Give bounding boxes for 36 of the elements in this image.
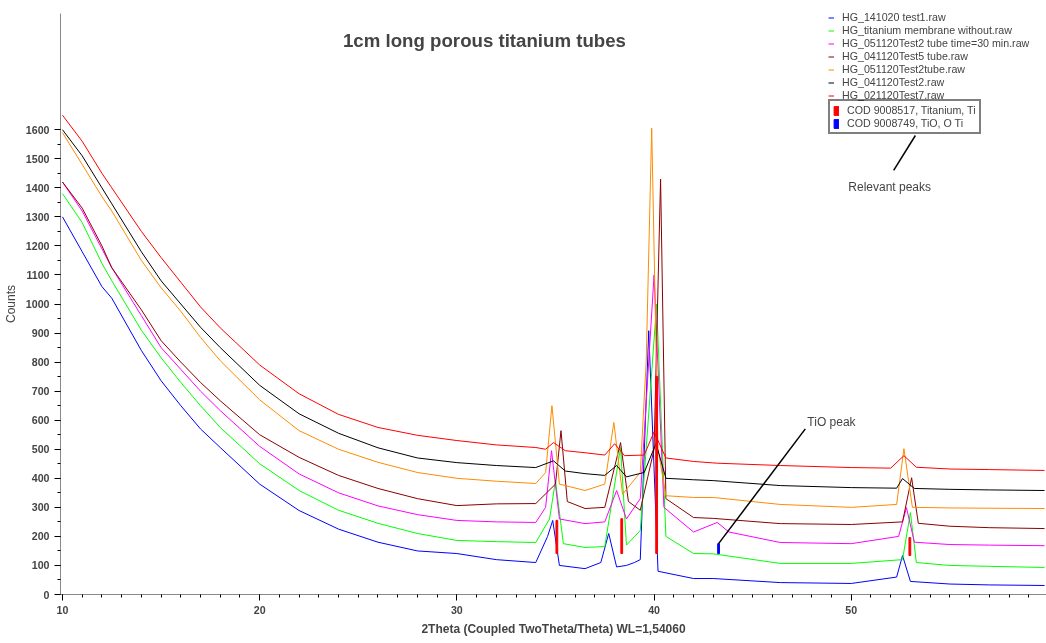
- y-tick-label: 1600: [25, 123, 50, 136]
- legend-label: HG_041120Test5 tube.raw: [842, 50, 968, 62]
- x-tick-label: 40: [648, 603, 661, 616]
- legend-label: HG_141020 test1.raw: [842, 12, 946, 23]
- legend-label: HG_051120Test2tube.raw: [842, 63, 966, 75]
- annotation: Relevant peaks: [848, 179, 932, 194]
- y-tick-label: 600: [31, 414, 50, 427]
- x-tick-label: 30: [450, 603, 463, 616]
- y-tick-label: 700: [31, 385, 50, 398]
- x-tick-label: 10: [56, 603, 69, 616]
- x-tick-label: 20: [253, 603, 266, 616]
- x-axis-title: 2Theta (Coupled TwoTheta/Theta) WL=1,54060: [421, 621, 686, 636]
- y-tick-label: 1100: [26, 268, 50, 281]
- legend-label: HG_titanium membrane without.raw: [842, 24, 1012, 36]
- y-tick-label: 1300: [25, 210, 50, 223]
- legend-label: HG_051120Test2 tube time=30 min.raw: [842, 37, 1030, 49]
- legend-label: HG_041120Test2.raw: [842, 76, 945, 88]
- y-tick-label: 300: [31, 501, 50, 514]
- y-tick-label: 100: [31, 559, 50, 572]
- y-tick-label: 500: [31, 443, 50, 456]
- legend-label: HG_021120Test7.raw: [842, 89, 945, 101]
- y-axis-title: Counts: [3, 284, 18, 324]
- y-tick-label: 1000: [25, 298, 50, 310]
- text: 1cm long porous titanium tubes: [343, 30, 626, 52]
- y-tick-label: 1500: [25, 152, 50, 165]
- y-tick-label: 400: [31, 472, 50, 485]
- y-tick-label: 900: [31, 327, 50, 340]
- y-tick-label: 800: [31, 356, 50, 369]
- x-tick-label: 50: [845, 603, 858, 616]
- legend-label: COD 9008517, Titanium, Ti: [847, 104, 976, 116]
- y-tick-label: 0: [43, 588, 50, 601]
- y-tick-label: 200: [31, 530, 50, 543]
- annotation: TiO peak: [807, 414, 857, 429]
- y-tick-label: 1200: [25, 239, 50, 252]
- y-tick-label: 1400: [25, 181, 50, 194]
- legend-label: COD 9008749, TiO, O Ti: [847, 117, 964, 129]
